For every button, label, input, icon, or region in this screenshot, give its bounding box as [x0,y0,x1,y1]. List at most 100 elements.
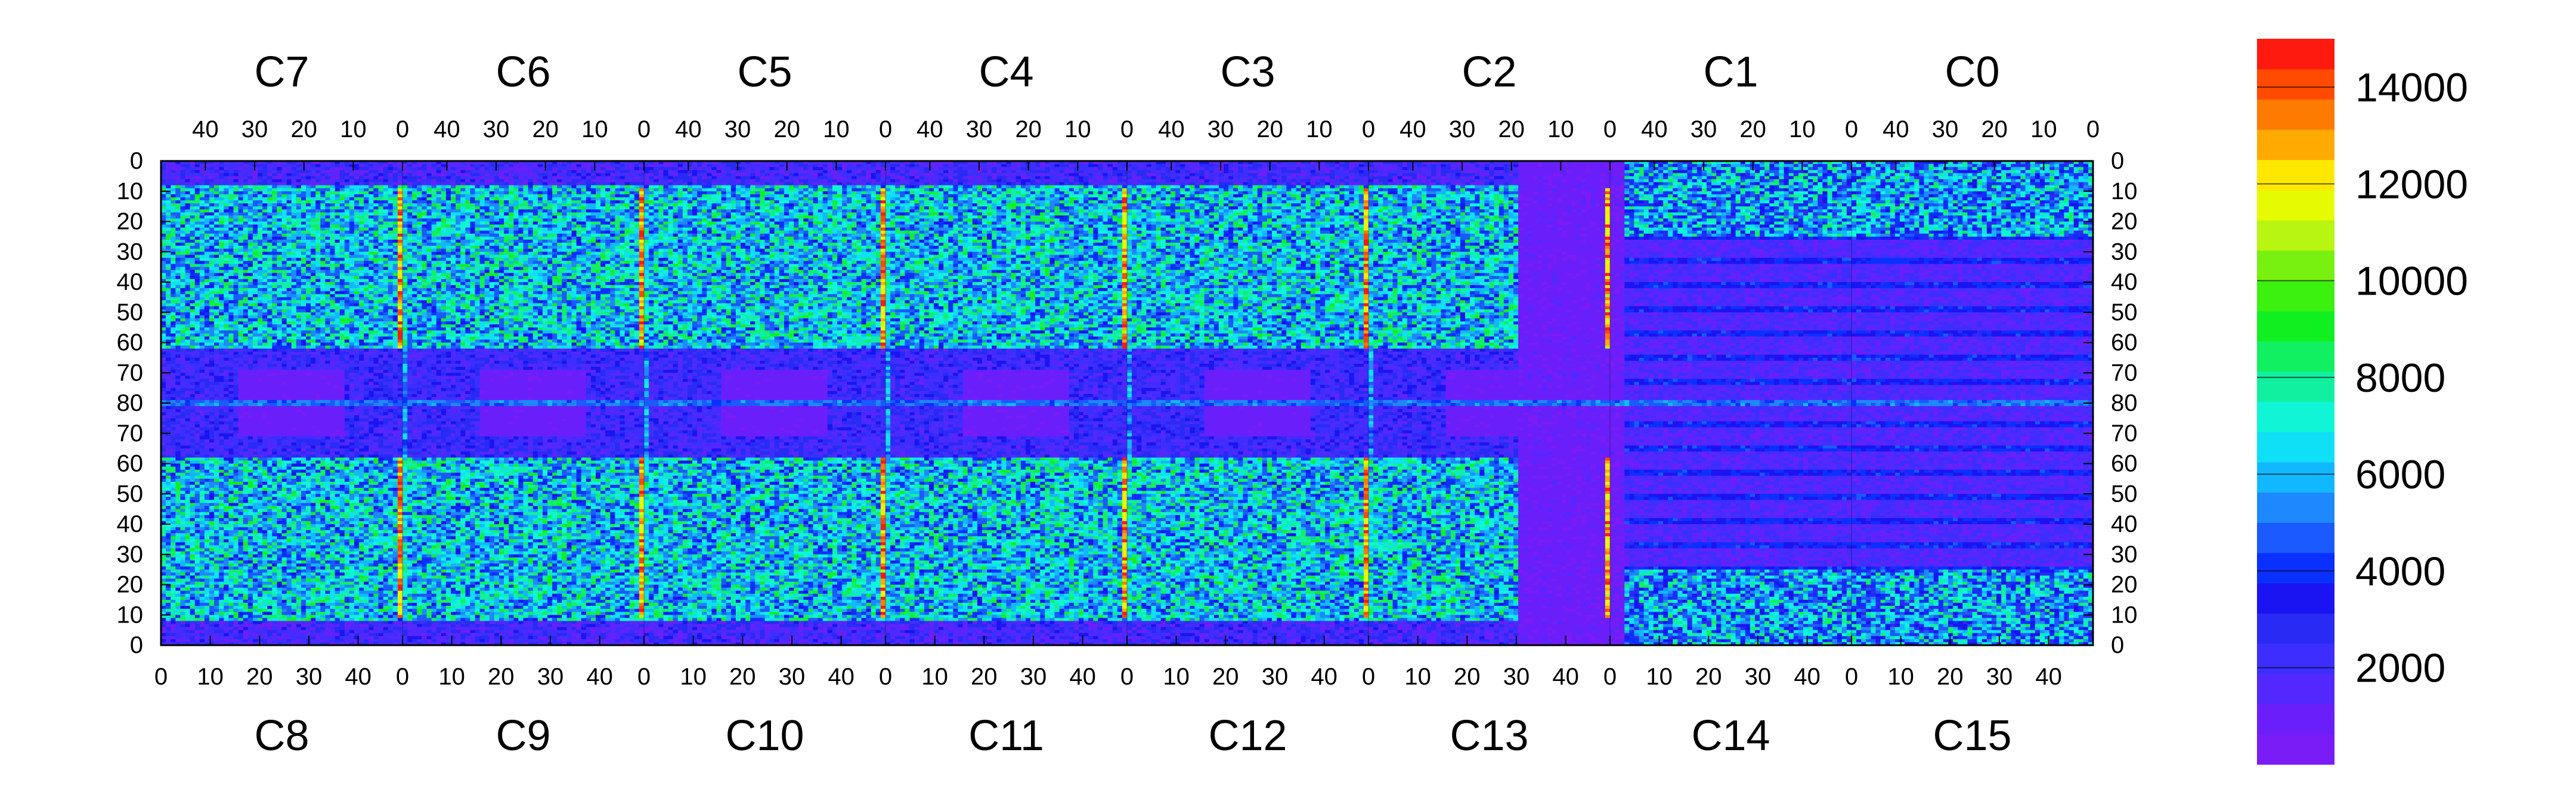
heatmap-cell [2001,176,2007,179]
heatmap-cell [1049,170,1055,173]
heatmap-cell [1943,173,1949,176]
heatmap-cell [1639,173,1645,176]
heatmap-cell [1484,173,1490,176]
heatmap-cell [1523,176,1528,179]
heatmap-cell [1228,170,1234,173]
heatmap-cell [1750,173,1755,176]
heatmap-cell [948,167,953,170]
heatmap-cell [2059,164,2064,167]
heatmap-cell [1243,164,1248,167]
heatmap-cell [1083,173,1089,176]
heatmap-cell [354,176,360,179]
heatmap-cell [765,176,770,179]
heatmap-cell [1262,164,1268,167]
heatmap-cell [886,167,891,170]
heatmap-cell [2021,176,2026,179]
heatmap-cell [2079,170,2084,173]
heatmap-cell [219,164,224,167]
heatmap-cell [547,164,553,167]
heatmap-cell [518,167,524,170]
heatmap-cell [779,173,785,176]
heatmap-cell [1707,170,1712,173]
heatmap-cell [1576,173,1581,176]
heatmap-cell [649,167,654,170]
heatmap-cell [1919,173,1924,176]
heatmap-cell [813,167,819,170]
heatmap-cell [1982,170,1987,173]
heatmap-cell [683,164,688,167]
heatmap-cell [1591,170,1596,173]
heatmap-cell [1219,167,1224,170]
heatmap-cell [837,167,843,170]
heatmap-cell [412,176,417,179]
heatmap-cell [504,167,509,170]
heatmap-cell [1243,176,1248,179]
heatmap-cell [1171,176,1176,179]
heatmap-cell [1649,173,1654,176]
heatmap-cell [538,167,543,170]
heatmap-cell [1914,164,1919,167]
heatmap-cell [2035,170,2041,173]
heatmap-cell [566,173,572,176]
heatmap-cell [1668,170,1673,173]
heatmap-cell [490,176,495,179]
heatmap-cell [644,170,649,173]
heatmap-cell [2015,167,2021,170]
heatmap-cell [1668,164,1673,167]
heatmap-cell [200,167,205,170]
heatmap-cell [581,173,587,176]
heatmap-cell [1045,170,1050,173]
heatmap-cell [895,173,900,176]
heatmap-cell [876,176,881,179]
heatmap-cell [470,176,475,179]
heatmap-cell [499,170,504,173]
heatmap-cell [1586,176,1592,179]
heatmap-cell [1456,173,1461,176]
heatmap-cell [1977,170,1983,173]
heatmap-cell [1924,167,1930,170]
heatmap-cell [311,167,316,170]
heatmap-cell [1122,173,1128,176]
heatmap-cell [1026,173,1031,176]
heatmap-cell [1127,167,1132,170]
heatmap-cell [393,170,398,173]
heatmap-cell [1137,176,1142,179]
heatmap-cell [1451,176,1456,179]
heatmap-cell [248,167,253,170]
heatmap-cell [1286,173,1292,176]
heatmap-cell [2074,164,2079,167]
heatmap-cell [528,173,534,176]
heatmap-cell [847,176,852,179]
heatmap-cell [1422,173,1427,176]
heatmap-cell [1731,167,1736,170]
heatmap-cell [1049,173,1055,176]
heatmap-cell [890,173,896,176]
heatmap-cell [1398,173,1403,176]
heatmap-cell [470,167,475,170]
heatmap-cell [287,167,292,170]
heatmap-cell [871,167,877,170]
heatmap-cell [1436,176,1441,179]
heatmap-cell [2006,167,2011,170]
heatmap-cell [658,164,664,167]
heatmap-cell [383,176,389,179]
heatmap-cell [1919,176,1924,179]
heatmap-cell [605,176,611,179]
heatmap-cell [1141,164,1147,167]
heatmap-cell [1610,170,1615,173]
heatmap-cell [1707,173,1712,176]
heatmap-cell [634,176,640,179]
heatmap-cell [465,170,470,173]
heatmap-cell [1417,176,1422,179]
heatmap-cell [465,173,470,176]
heatmap-cell [1209,170,1215,173]
heatmap-cell [1557,176,1562,179]
heatmap-cell [1325,176,1330,179]
heatmap-cell [958,167,964,170]
heatmap-cell [1764,167,1770,170]
heatmap-cell [214,173,219,176]
heatmap-cell [2035,167,2041,170]
heatmap-cell [1808,164,1813,167]
heatmap-cell [1262,176,1268,179]
heatmap-cell [219,167,224,170]
